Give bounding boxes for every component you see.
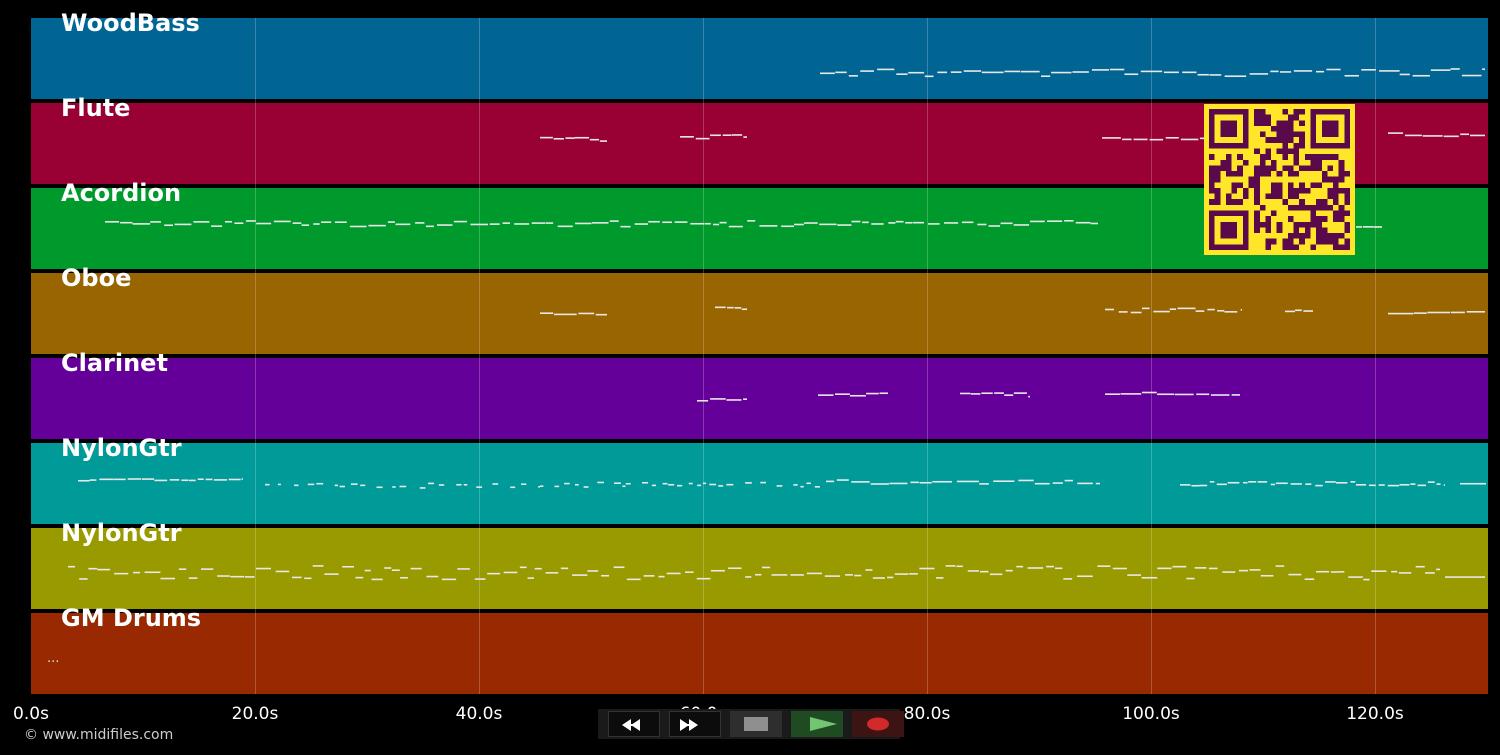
fast-forward-icon	[680, 719, 698, 731]
record-button[interactable]	[852, 711, 904, 737]
track-label: Oboe	[61, 264, 132, 292]
track-lane-nylongtr-1[interactable]: NylonGtr	[31, 434, 1488, 526]
track-lane-nylongtr-2[interactable]: NylonGtr	[31, 519, 1488, 611]
track-label: WoodBass	[61, 9, 200, 37]
record-icon	[867, 717, 889, 731]
play-button[interactable]	[791, 711, 843, 737]
track-label: NylonGtr	[61, 519, 182, 547]
drums-ellipsis: ...	[47, 651, 60, 666]
track-label: Flute	[61, 94, 131, 122]
track-lane-oboe[interactable]: Oboe	[31, 264, 1488, 356]
track-lane-woodbass[interactable]: WoodBass	[31, 9, 1488, 101]
tick-label: 40.0s	[455, 704, 503, 724]
rewind-button[interactable]	[608, 711, 660, 737]
tick-label: 100.0s	[1122, 704, 1180, 724]
track-label: NylonGtr	[61, 434, 182, 462]
tick-label: 120.0s	[1346, 704, 1404, 724]
qr-code	[1204, 104, 1355, 255]
tick-label: 20.0s	[231, 704, 279, 724]
tick-label: 0.0s	[13, 704, 49, 724]
play-icon	[810, 717, 837, 731]
transport-controls	[598, 709, 904, 739]
stop-button[interactable]	[730, 711, 782, 737]
track-lanes: WoodBass Flute Acordion Oboe Clarinet Ny…	[31, 9, 1488, 694]
track-label: GM Drums	[61, 604, 202, 632]
track-label: Acordion	[61, 179, 182, 207]
stop-icon	[744, 717, 768, 731]
track-lane-clarinet[interactable]: Clarinet	[31, 349, 1488, 441]
fast-forward-button[interactable]	[669, 711, 721, 737]
rewind-icon	[622, 719, 640, 731]
track-label: Clarinet	[61, 349, 168, 377]
track-lane-gm-drums[interactable]: GM Drums ...	[31, 604, 1488, 694]
tick-label: 80.0s	[903, 704, 951, 724]
copyright-text: © www.midifiles.com	[24, 727, 174, 743]
